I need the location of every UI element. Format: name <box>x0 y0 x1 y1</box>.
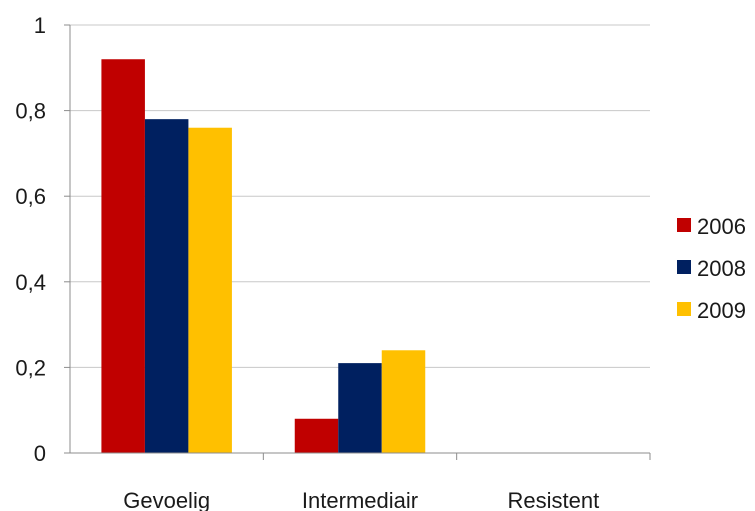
axes: 0 0,2 0,4 0,6 0,8 1 Gevoelig Intermediair Resist… <box>15 13 651 511</box>
x-tick-label: Intermediair <box>302 488 418 511</box>
bar-gevoelig-2006 <box>101 59 145 454</box>
y-tick-label: 0,6 <box>15 184 46 209</box>
y-tick-label: 0,8 <box>15 99 46 124</box>
bar-intermediair-2009 <box>381 350 426 453</box>
bars <box>101 59 426 454</box>
legend: 2006 2008 2009 <box>677 214 746 323</box>
y-tick-label: 0 <box>34 441 46 466</box>
legend-label: 2008 <box>697 256 746 281</box>
bar-gevoelig-2009 <box>188 127 232 453</box>
y-tick-label: 1 <box>34 13 46 38</box>
x-tick-label: Resistent <box>507 488 599 511</box>
x-tick-label: Gevoelig <box>123 488 210 511</box>
bar-gevoelig-2008 <box>144 119 189 453</box>
y-tick-label: 0,4 <box>15 270 46 295</box>
legend-label: 2006 <box>697 214 746 239</box>
legend-label: 2009 <box>697 298 746 323</box>
bar-intermediair-2008 <box>338 363 382 453</box>
legend-swatch-2009 <box>677 302 691 316</box>
legend-swatch-2008 <box>677 260 691 274</box>
bar-intermediair-2006 <box>294 418 339 453</box>
y-tick-label: 0,2 <box>15 355 46 380</box>
legend-swatch-2006 <box>677 218 691 232</box>
